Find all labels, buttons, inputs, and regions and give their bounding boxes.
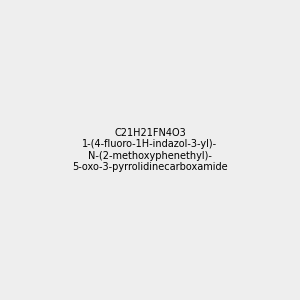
Text: C21H21FN4O3
1-(4-fluoro-1H-indazol-3-yl)-
N-(2-methoxyphenethyl)-
5-oxo-3-pyrrol: C21H21FN4O3 1-(4-fluoro-1H-indazol-3-yl)… <box>72 128 228 172</box>
